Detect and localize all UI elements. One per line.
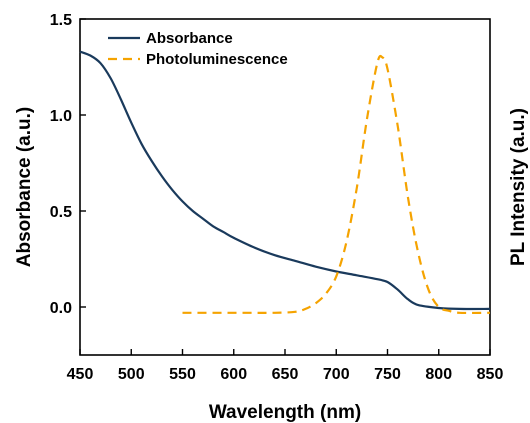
x-axis-title: Wavelength (nm) xyxy=(209,402,361,423)
plot-frame xyxy=(79,18,491,356)
series-lines xyxy=(79,50,491,315)
y2-axis-title: PL Intensity (a.u.) xyxy=(508,108,529,266)
series-line-absorbance xyxy=(79,50,491,311)
legend-label: Absorbance xyxy=(146,30,233,47)
x-tick-label: 550 xyxy=(169,366,196,383)
x-tick-label: 850 xyxy=(477,366,504,383)
y-tick-label: 1.5 xyxy=(50,12,72,29)
x-tick-label: 600 xyxy=(220,366,247,383)
x-tick-label: 450 xyxy=(67,366,94,383)
x-axis-ticks: 450 500 550 600 650 700 750 800 850 xyxy=(67,349,504,383)
x-tick-label: 500 xyxy=(118,366,145,383)
x-tick-label: 750 xyxy=(374,366,401,383)
y-axis-title: Absorbance (a.u.) xyxy=(14,107,35,267)
x-tick-label: 700 xyxy=(323,366,350,383)
y-tick-label: 0.5 xyxy=(50,204,72,221)
y-axis-ticks: 0.0 0.5 1.0 1.5 xyxy=(50,12,86,317)
x-tick-label: 800 xyxy=(425,366,452,383)
y-tick-label: 1.0 xyxy=(50,108,72,125)
legend-label: Photoluminescence xyxy=(146,51,288,68)
y-tick-label: 0.0 xyxy=(50,300,72,317)
series-line-photoluminescence xyxy=(182,54,491,315)
x-tick-label: 650 xyxy=(272,366,299,383)
legend: Absorbance Photoluminescence xyxy=(108,30,288,68)
